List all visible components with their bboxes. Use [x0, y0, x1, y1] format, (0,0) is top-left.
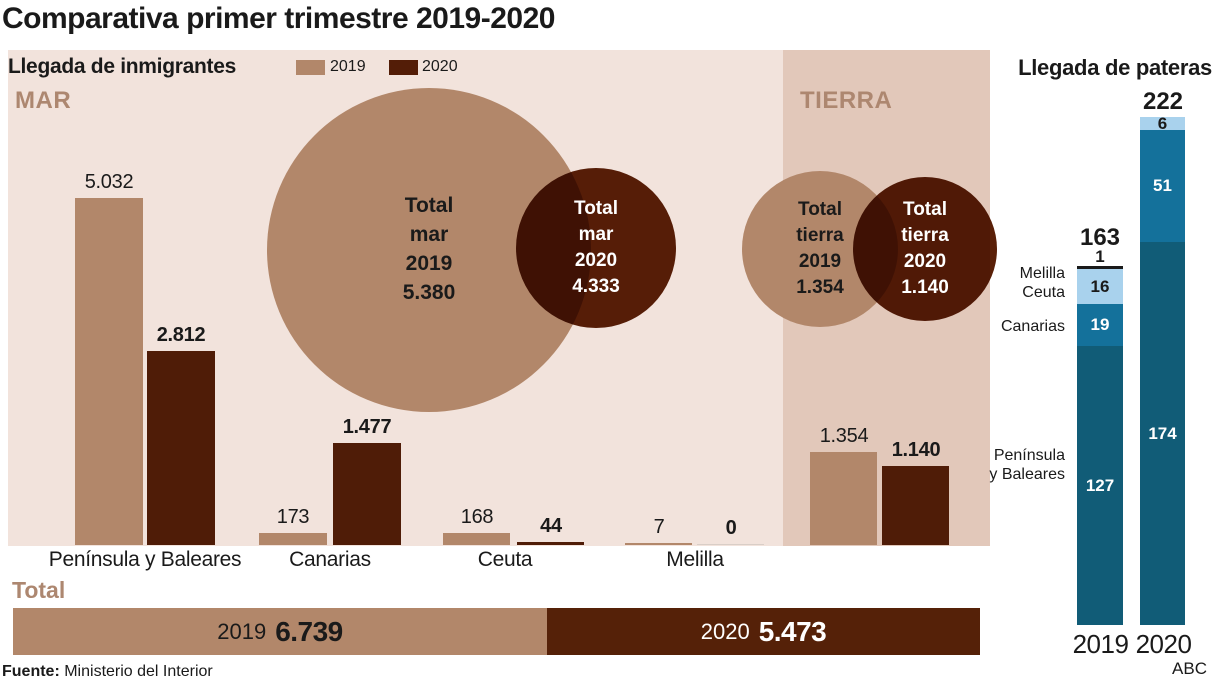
total-2020-year: 2020	[700, 618, 750, 644]
category-ceuta: Ceuta	[477, 548, 533, 571]
segment-ceuta-2020: 6	[1140, 114, 1185, 133]
value-melilla-2020: 0	[725, 517, 737, 539]
value-peninsula-2020: 2.812	[156, 324, 206, 346]
bar-tierra-2019	[810, 452, 877, 545]
source-label: Fuente:	[2, 663, 60, 680]
source-value: Ministerio del Interior	[59, 663, 213, 680]
total-2019-value: 6.739	[275, 615, 343, 647]
row-label-ceuta: Ceuta	[1022, 284, 1065, 301]
immigrants-heading: Llegada de inmigrantes	[8, 55, 236, 78]
total-2020-value: 5.473	[758, 615, 827, 647]
pateras-total-2020: 222	[1142, 88, 1184, 115]
bar-peninsula-2019	[75, 198, 143, 545]
segment-peninsula-2019-value: 127	[1085, 475, 1115, 495]
segment-canarias-2019: 19	[1077, 304, 1123, 346]
segment-peninsula-2020: 174	[1140, 242, 1185, 625]
source-note: Fuente: Ministerio del Interior	[2, 663, 213, 681]
bar-canarias-2019	[259, 533, 327, 545]
pateras-heading: Llegada de pateras	[1018, 55, 1212, 80]
category-melilla: Melilla	[666, 548, 724, 571]
pateras-axis-2019: 2019	[1072, 629, 1129, 659]
row-label-canarias: Canarias	[1000, 318, 1065, 335]
segment-ceuta-2019: 16	[1077, 269, 1123, 304]
legend-label-2019: 2019	[330, 58, 366, 75]
total-tierra-2019-text: Total tierra 2019 1.354	[796, 198, 844, 299]
bar-tierra-2020	[882, 466, 949, 545]
credit: ABC	[1172, 659, 1207, 678]
total-bar-2019-segment: 2019 6.739	[13, 608, 547, 655]
row-label-melilla: Melilla	[1019, 265, 1065, 282]
bar-melilla-2019	[625, 543, 692, 545]
category-peninsula: Península y Baleares	[48, 548, 242, 571]
total-tierra-2020-text: Total tierra 2020 1.140	[901, 198, 949, 299]
legend-swatch-2019	[296, 60, 325, 75]
total-mar-2020-circle: Total mar 2020 4.333	[516, 168, 676, 328]
total-tierra-2020-circle: Total tierra 2020 1.140	[853, 177, 997, 321]
total-mar-2020-circle-fill	[516, 168, 676, 328]
bar-peninsula-2020	[147, 351, 215, 545]
value-canarias-2020: 1.477	[342, 416, 392, 438]
bar-canarias-2020	[333, 443, 401, 545]
bar-ceuta-2019	[443, 533, 510, 545]
total-bar-2020-segment: 2020 5.473	[547, 608, 980, 655]
value-tierra-2020: 1.140	[891, 439, 941, 461]
segment-peninsula-2019: 127	[1077, 346, 1123, 625]
segment-canarias-2020: 51	[1140, 130, 1185, 242]
value-ceuta-2020: 44	[540, 515, 562, 537]
pateras-total-2019: 163	[1079, 224, 1121, 251]
value-melilla-2019: 7	[653, 516, 665, 538]
bar-ceuta-2020	[517, 542, 584, 545]
bar-melilla-2020	[697, 544, 764, 545]
tierra-section-label: TIERRA	[800, 87, 893, 114]
segment-ceuta-2020-value: 6	[1157, 113, 1168, 133]
total-mar-2019-text: Total mar 2019 5.380	[402, 194, 456, 304]
row-label-peninsula: Península y Baleares	[989, 447, 1065, 483]
total-2019-year: 2019	[217, 618, 267, 644]
value-peninsula-2019: 5.032	[84, 171, 134, 193]
segment-ceuta-2019-value: 16	[1090, 276, 1110, 296]
legend-label-2020: 2020	[422, 58, 458, 75]
total-heading: Total	[12, 577, 66, 603]
segment-melilla-2019	[1077, 266, 1123, 269]
total-bar: 2019 6.739 2020 5.473	[13, 608, 980, 655]
total-tierra-2020-circle-fill	[853, 177, 997, 321]
pateras-melilla-2019-value: 1	[1095, 247, 1105, 266]
pateras-stack-2019: 16 19 127	[1077, 266, 1123, 625]
legend-swatch-2020	[389, 60, 418, 75]
segment-canarias-2019-value: 19	[1090, 315, 1110, 334]
page-title: Comparativa primer trimestre 2019-2020	[2, 2, 555, 35]
value-canarias-2019: 173	[276, 506, 310, 528]
total-mar-2020-text: Total mar 2020 4.333	[572, 197, 620, 298]
category-canarias: Canarias	[289, 548, 371, 571]
segment-peninsula-2020-value: 174	[1148, 423, 1177, 443]
mar-section-label: MAR	[15, 87, 72, 114]
value-tierra-2019: 1.354	[819, 425, 869, 447]
segment-canarias-2020-value: 51	[1153, 176, 1172, 195]
pateras-stack-2020: 6 51 174	[1140, 114, 1185, 625]
value-ceuta-2019: 168	[460, 506, 494, 528]
pateras-axis-2020: 2020	[1135, 629, 1192, 659]
